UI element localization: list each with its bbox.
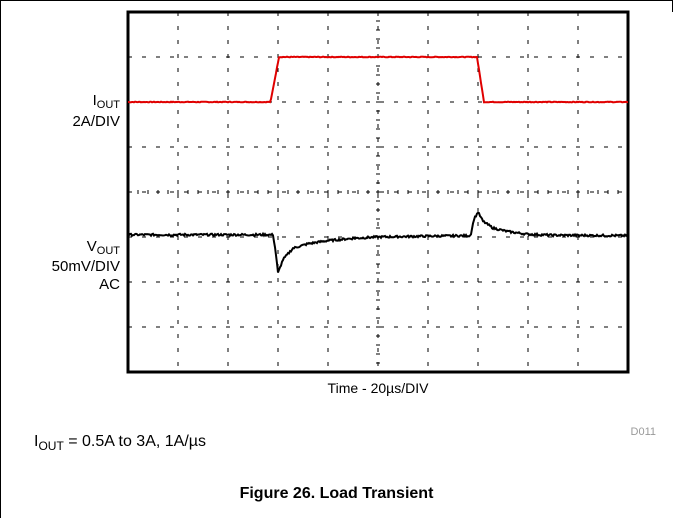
grid: [128, 12, 628, 372]
time-axis-label: Time - 20µs/DIV: [327, 380, 429, 396]
vout-trace: [127, 211, 629, 273]
vout-scale-label: 50mV/DIV: [51, 258, 120, 275]
test-condition: IOUT = 0.5A to 3A, 1A/µs: [34, 433, 206, 453]
vout-coupling-label: AC: [99, 276, 120, 293]
page-top-rule: [0, 0, 673, 1]
figure-caption: Figure 26. Load Transient: [239, 485, 434, 502]
traces: [127, 55, 629, 273]
iout-scale-label: 2A/DIV: [72, 113, 120, 130]
iout-label: IOUT: [92, 92, 120, 111]
iout-trace: [128, 55, 628, 104]
document-id: D011: [630, 426, 656, 438]
page-left-rule: [0, 0, 1, 518]
vout-label: VOUT: [86, 238, 120, 257]
